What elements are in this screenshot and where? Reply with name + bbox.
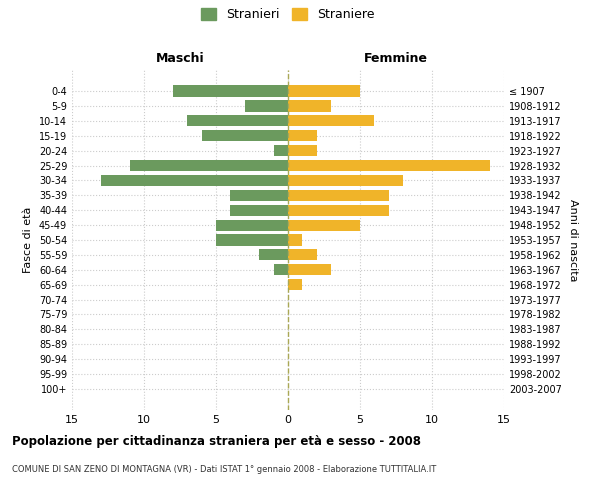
Bar [216, 220, 288, 230]
Bar [288, 250, 317, 260]
Bar [230, 190, 288, 201]
Bar [130, 160, 288, 171]
Bar [288, 204, 389, 216]
Bar [202, 130, 288, 141]
Bar [288, 190, 389, 201]
Bar [288, 175, 403, 186]
Bar [101, 175, 288, 186]
Bar [288, 279, 302, 290]
Bar [288, 160, 490, 171]
Bar [274, 145, 288, 156]
Bar [288, 145, 317, 156]
Bar [230, 204, 288, 216]
Text: Maschi: Maschi [155, 52, 205, 65]
Legend: Stranieri, Straniere: Stranieri, Straniere [201, 8, 375, 21]
Y-axis label: Fasce di età: Fasce di età [23, 207, 33, 273]
Bar [288, 86, 360, 96]
Bar [173, 86, 288, 96]
Y-axis label: Anni di nascita: Anni di nascita [568, 198, 578, 281]
Bar [216, 234, 288, 246]
Bar [245, 100, 288, 112]
Bar [288, 115, 374, 126]
Text: Femmine: Femmine [364, 52, 428, 65]
Bar [274, 264, 288, 276]
Bar [288, 234, 302, 246]
Text: Popolazione per cittadinanza straniera per età e sesso - 2008: Popolazione per cittadinanza straniera p… [12, 435, 421, 448]
Bar [288, 220, 360, 230]
Bar [259, 250, 288, 260]
Text: COMUNE DI SAN ZENO DI MONTAGNA (VR) - Dati ISTAT 1° gennaio 2008 - Elaborazione : COMUNE DI SAN ZENO DI MONTAGNA (VR) - Da… [12, 465, 436, 474]
Bar [187, 115, 288, 126]
Bar [288, 100, 331, 112]
Bar [288, 264, 331, 276]
Bar [288, 130, 317, 141]
